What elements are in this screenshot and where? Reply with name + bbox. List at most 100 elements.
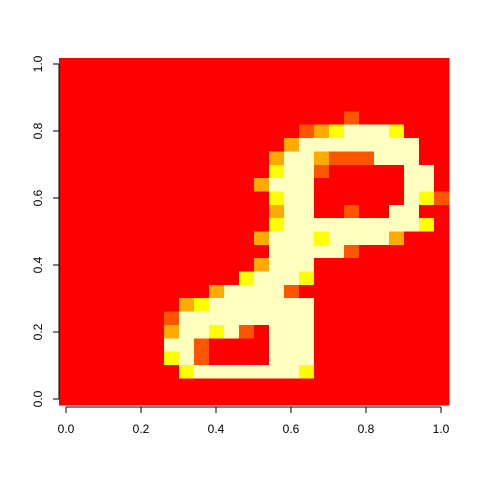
heatmap-cell bbox=[329, 244, 345, 259]
heatmap-cell bbox=[434, 244, 450, 259]
heatmap-cell bbox=[224, 151, 240, 166]
heatmap-cell bbox=[344, 324, 360, 339]
heatmap-cell bbox=[89, 71, 105, 86]
heatmap-cell bbox=[119, 191, 135, 206]
heatmap-cell bbox=[434, 324, 450, 339]
heatmap-cell bbox=[89, 311, 105, 326]
heatmap-cell bbox=[239, 364, 255, 379]
heatmap-cell bbox=[74, 204, 90, 219]
heatmap-cell bbox=[119, 364, 135, 379]
heatmap-cell bbox=[299, 284, 315, 299]
heatmap-cell bbox=[314, 324, 330, 339]
heatmap-cell bbox=[179, 204, 195, 219]
heatmap-cell bbox=[404, 258, 420, 273]
heatmap-cell bbox=[209, 191, 225, 206]
heatmap-cell bbox=[119, 111, 135, 126]
heatmap-cell bbox=[119, 258, 135, 273]
heatmap-cell bbox=[239, 124, 255, 139]
heatmap-cell bbox=[269, 298, 285, 313]
heatmap-cell bbox=[224, 84, 240, 99]
heatmap-cell bbox=[359, 391, 375, 406]
heatmap-cell bbox=[254, 298, 270, 313]
heatmap-cell bbox=[209, 311, 225, 326]
heatmap-cell bbox=[299, 138, 315, 153]
heatmap-cell bbox=[299, 311, 315, 326]
heatmap-cell bbox=[179, 71, 195, 86]
heatmap-cell bbox=[269, 218, 285, 233]
heatmap-cell bbox=[104, 98, 120, 112]
heatmap-cell bbox=[74, 178, 90, 193]
heatmap-cell bbox=[239, 391, 255, 406]
heatmap-cell bbox=[254, 231, 270, 246]
heatmap-cell bbox=[74, 124, 90, 139]
heatmap-cell bbox=[134, 311, 150, 326]
heatmap-cell bbox=[239, 378, 255, 393]
heatmap-cell bbox=[269, 311, 285, 326]
heatmap-cell bbox=[254, 98, 270, 112]
heatmap-cell bbox=[359, 58, 375, 72]
heatmap-cell bbox=[269, 284, 285, 299]
heatmap-cell bbox=[209, 178, 225, 193]
heatmap-cell bbox=[104, 298, 120, 313]
heatmap-cell bbox=[119, 151, 135, 166]
heatmap-cell bbox=[134, 271, 150, 286]
heatmap-cell bbox=[329, 98, 345, 112]
heatmap-cell bbox=[149, 111, 165, 126]
heatmap-cell bbox=[359, 378, 375, 393]
heatmap-cell bbox=[329, 271, 345, 286]
heatmap-cell bbox=[179, 138, 195, 153]
heatmap-cell bbox=[119, 244, 135, 259]
heatmap-cell bbox=[284, 271, 300, 286]
heatmap-cell bbox=[59, 84, 75, 99]
heatmap-cell bbox=[134, 178, 150, 193]
heatmap-cell bbox=[284, 338, 300, 353]
heatmap-cell bbox=[284, 284, 300, 299]
heatmap-cell bbox=[179, 244, 195, 259]
heatmap-cell bbox=[374, 378, 390, 393]
heatmap-cell bbox=[119, 311, 135, 326]
heatmap-cell bbox=[344, 204, 360, 219]
heatmap-cell bbox=[164, 351, 180, 366]
heatmap-cell bbox=[254, 258, 270, 273]
heatmap-cell bbox=[299, 164, 315, 179]
heatmap-cell bbox=[284, 218, 300, 233]
heatmap-cell bbox=[269, 84, 285, 99]
heatmap-cell bbox=[269, 351, 285, 366]
heatmap-cell bbox=[59, 204, 75, 219]
heatmap-cell bbox=[344, 364, 360, 379]
heatmap-cell bbox=[179, 178, 195, 193]
heatmap-cell bbox=[359, 138, 375, 153]
heatmap-cell bbox=[314, 378, 330, 393]
heatmap-cell bbox=[284, 391, 300, 406]
heatmap-cell bbox=[374, 364, 390, 379]
heatmap-cell bbox=[179, 58, 195, 72]
heatmap-cell bbox=[119, 284, 135, 299]
heatmap-cell bbox=[389, 324, 405, 339]
heatmap-cell bbox=[269, 98, 285, 112]
heatmap-cell bbox=[104, 311, 120, 326]
heatmap-cell bbox=[164, 71, 180, 86]
heatmap-cell bbox=[419, 391, 435, 406]
heatmap-cell bbox=[299, 258, 315, 273]
heatmap-cell bbox=[269, 124, 285, 139]
heatmap-cell bbox=[419, 231, 435, 246]
heatmap-cell bbox=[74, 351, 90, 366]
heatmap-cell bbox=[209, 98, 225, 112]
heatmap-cell bbox=[134, 231, 150, 246]
x-tick-label: 1.0 bbox=[433, 422, 450, 436]
heatmap-cell bbox=[239, 311, 255, 326]
heatmap-cell bbox=[374, 71, 390, 86]
heatmap-cell bbox=[359, 231, 375, 246]
heatmap-cell bbox=[269, 58, 285, 72]
heatmap-cell bbox=[299, 271, 315, 286]
heatmap-cell bbox=[404, 244, 420, 259]
heatmap-cell bbox=[179, 364, 195, 379]
heatmap-cell bbox=[254, 151, 270, 166]
heatmap-cell bbox=[404, 364, 420, 379]
y-tick-label: 0.0 bbox=[31, 390, 45, 407]
heatmap-cell bbox=[104, 231, 120, 246]
heatmap-cell bbox=[314, 98, 330, 112]
heatmap-cell bbox=[314, 338, 330, 353]
heatmap-cell bbox=[74, 271, 90, 286]
heatmap-cell bbox=[254, 244, 270, 259]
